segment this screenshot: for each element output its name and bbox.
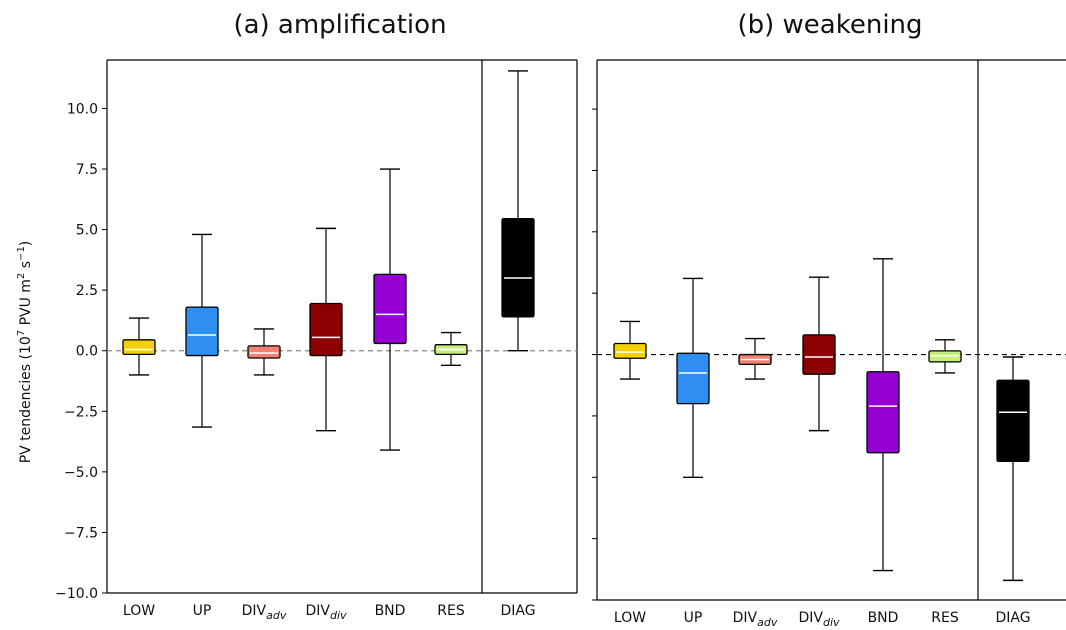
box-bnd bbox=[866, 371, 900, 454]
panel-b-title: (b) weakening bbox=[737, 10, 922, 40]
category-label: BND bbox=[868, 610, 899, 626]
y-tick-label: 10.0 bbox=[67, 101, 98, 117]
y-tick-label: −10.0 bbox=[55, 586, 98, 602]
box-up bbox=[185, 306, 219, 357]
category-label: UP bbox=[193, 603, 212, 619]
category-label: UP bbox=[684, 610, 703, 626]
y-tick-label: −7.5 bbox=[64, 525, 98, 541]
y-tick-label: −2.5 bbox=[64, 404, 98, 420]
box-low bbox=[613, 342, 647, 359]
box-div-div bbox=[802, 334, 836, 375]
category-label: BND bbox=[375, 603, 406, 619]
panel-b-plot: LOW UP DIVadv DIVdiv BND RES DIAG bbox=[592, 59, 1066, 629]
category-label: RES bbox=[931, 610, 959, 626]
panel-a-title: (a) amplification bbox=[233, 10, 446, 40]
category-label: DIVadv bbox=[242, 603, 287, 622]
y-axis-label: PV tendencies (107 PVU m2 s−1) bbox=[16, 241, 34, 464]
y-tick-label: 5.0 bbox=[76, 223, 98, 239]
box-bnd bbox=[373, 273, 407, 345]
category-label: DIAG bbox=[995, 610, 1030, 626]
box-low bbox=[122, 339, 156, 356]
category-label: DIAG bbox=[500, 603, 535, 619]
box-up bbox=[676, 352, 710, 405]
y-tick-label: −5.0 bbox=[64, 465, 98, 481]
y-tick-label: 2.5 bbox=[76, 283, 98, 299]
panel-a-plot: −10.0 −7.5 −5.0 −2.5 0.0 2.5 5.0 7.5 10.0 LOW UP DI… bbox=[55, 59, 578, 622]
y-tick-label: 0.0 bbox=[76, 344, 98, 360]
category-label: LOW bbox=[123, 603, 155, 619]
y-tick-label: 7.5 bbox=[76, 162, 98, 178]
category-label: DIVdiv bbox=[305, 603, 347, 622]
box-diag bbox=[996, 379, 1030, 462]
category-label: DIVdiv bbox=[798, 610, 840, 629]
category-label: LOW bbox=[614, 610, 646, 626]
category-label: DIVadv bbox=[733, 610, 778, 629]
category-label: RES bbox=[437, 603, 465, 619]
box-diag bbox=[501, 218, 535, 318]
box-div-div bbox=[309, 302, 343, 357]
box-div-adv bbox=[247, 345, 281, 359]
